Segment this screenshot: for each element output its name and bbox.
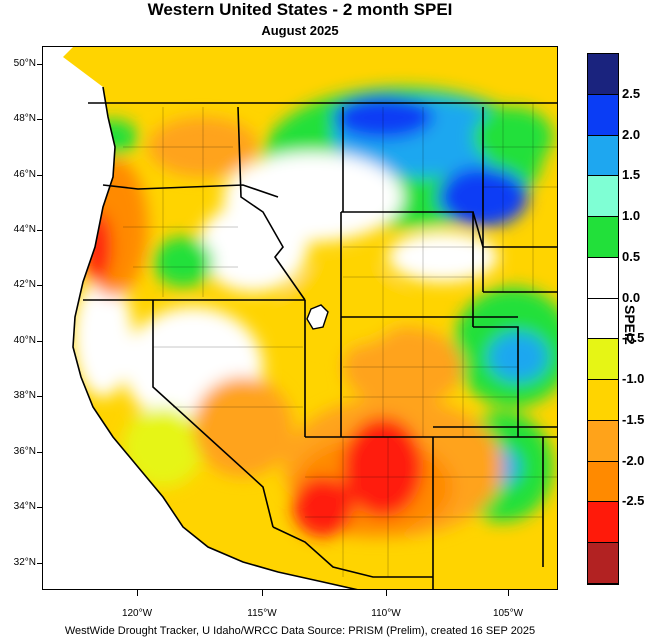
data-credit: WestWide Drought Tracker, U Idaho/WRCC D…	[64, 625, 536, 637]
legend-swatch	[588, 135, 618, 177]
color-legend	[587, 53, 619, 585]
map-title: Western United States - 2 month SPEI	[147, 0, 453, 19]
lat-label-46: 46°N	[13, 169, 36, 180]
legend-title: SPEI2	[622, 305, 638, 345]
lon-label-115: 115°W	[247, 608, 277, 619]
county-lines	[123, 103, 557, 577]
lat-label-34: 34°N	[13, 501, 36, 512]
great-salt-lake	[306, 304, 329, 330]
legend-label: -1.0	[622, 371, 645, 387]
legend-label: -2.5	[622, 493, 645, 509]
lat-label-44: 44°N	[13, 224, 36, 235]
lat-label-38: 38°N	[13, 390, 36, 401]
legend-swatch	[588, 176, 618, 218]
legend-swatch	[588, 461, 618, 503]
lat-tick-48	[37, 119, 42, 120]
legend-label: 2.5	[622, 85, 641, 101]
lon-tick-110	[386, 590, 387, 596]
lon-label-120: 120°W	[121, 608, 153, 619]
lat-tick-34	[37, 507, 42, 508]
legend-label: -2.0	[622, 452, 645, 468]
lat-label-36: 36°N	[13, 446, 36, 457]
legend-swatch	[588, 339, 618, 381]
lat-tick-42	[37, 285, 42, 286]
lat-tick-32	[37, 563, 42, 564]
legend-swatch	[588, 420, 618, 462]
legend-label: 0.5	[622, 248, 641, 264]
lat-label-42: 42°N	[13, 279, 36, 290]
legend-label: 0.0	[622, 289, 641, 305]
lon-tick-105	[508, 590, 509, 596]
lat-tick-46	[37, 175, 42, 176]
legend-swatch	[588, 380, 618, 421]
map-subtitle: August 2025	[261, 23, 339, 38]
lat-tick-50	[37, 64, 42, 65]
lat-label-48: 48°N	[13, 113, 36, 124]
legend-label: 2.0	[622, 126, 641, 142]
legend-label: 1.5	[622, 167, 641, 183]
legend-label: 1.0	[622, 208, 641, 224]
lat-label-50: 50°N	[13, 58, 36, 69]
legend-swatch	[588, 94, 618, 136]
lon-label-105: 105°W	[492, 608, 524, 619]
state-boundaries	[83, 102, 557, 589]
legend-label: -0.5	[622, 330, 645, 346]
legend-swatch	[588, 543, 618, 584]
legend-swatch	[588, 217, 618, 258]
lon-tick-120	[137, 590, 138, 596]
legend-swatch	[588, 54, 618, 95]
coastline	[72, 86, 358, 589]
spei-map	[42, 46, 558, 590]
lat-tick-36	[37, 452, 42, 453]
lon-tick-115	[262, 590, 263, 596]
lon-label-110: 110°W	[371, 608, 401, 619]
lat-tick-40	[37, 341, 42, 342]
lat-label-40: 40°N	[13, 335, 36, 346]
lat-tick-38	[37, 396, 42, 397]
lat-tick-44	[37, 230, 42, 231]
legend-swatch	[588, 257, 618, 299]
legend-swatch	[588, 298, 618, 340]
legend-label: -1.5	[622, 411, 645, 427]
spei-map-canvas	[43, 47, 557, 589]
lat-label-32: 32°N	[13, 557, 36, 568]
legend-swatch	[588, 502, 618, 544]
